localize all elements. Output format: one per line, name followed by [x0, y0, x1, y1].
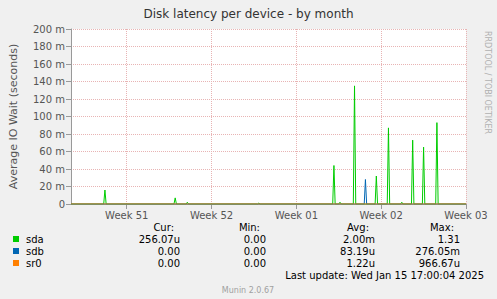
svg-text:200 m: 200 m	[33, 24, 65, 35]
svg-text:276.05m: 276.05m	[415, 246, 460, 257]
svg-text:20 m: 20 m	[39, 181, 65, 192]
svg-text:80 m: 80 m	[39, 129, 65, 140]
svg-text:sdb: sdb	[26, 246, 44, 257]
svg-text:0.00: 0.00	[158, 246, 180, 257]
svg-text:2.00m: 2.00m	[343, 234, 375, 245]
svg-text:sda: sda	[26, 234, 44, 245]
svg-text:Min:: Min:	[239, 222, 260, 233]
svg-text:Week 03: Week 03	[444, 210, 487, 221]
svg-text:256.07u: 256.07u	[139, 234, 180, 245]
svg-text:Max:: Max:	[430, 222, 454, 233]
svg-text:Avg:: Avg:	[347, 222, 369, 233]
svg-text:Munin 2.0.67: Munin 2.0.67	[222, 286, 274, 295]
svg-text:Week 52: Week 52	[190, 210, 233, 221]
svg-text:1.31: 1.31	[438, 234, 460, 245]
svg-text:0.00: 0.00	[244, 258, 266, 269]
svg-text:Average IO Wait (seconds): Average IO Wait (seconds)	[7, 44, 20, 189]
svg-text:RRDTOOL / TOBI OETIKER: RRDTOOL / TOBI OETIKER	[483, 31, 492, 134]
svg-text:Disk latency per device - by m: Disk latency per device - by month	[143, 7, 353, 21]
svg-text:Last update: Wed Jan 15 17:00:: Last update: Wed Jan 15 17:00:04 2025	[285, 270, 484, 281]
svg-text:Cur:: Cur:	[153, 222, 174, 233]
svg-text:160 m: 160 m	[33, 59, 65, 70]
svg-text:966.67u: 966.67u	[419, 258, 460, 269]
svg-text:120 m: 120 m	[33, 94, 65, 105]
svg-text:40 m: 40 m	[39, 164, 65, 175]
svg-text:Week 02: Week 02	[360, 210, 403, 221]
svg-text:Week 51: Week 51	[105, 210, 148, 221]
svg-text:140 m: 140 m	[33, 76, 65, 87]
svg-text:Week 01: Week 01	[275, 210, 318, 221]
svg-text:0: 0	[59, 199, 65, 210]
svg-text:180 m: 180 m	[33, 41, 65, 52]
svg-text:1.22u: 1.22u	[346, 258, 375, 269]
svg-text:0.00: 0.00	[244, 234, 266, 245]
svg-text:0.00: 0.00	[244, 246, 266, 257]
svg-text:100 m: 100 m	[33, 111, 65, 122]
svg-text:sr0: sr0	[26, 258, 42, 269]
svg-text:60 m: 60 m	[39, 146, 65, 157]
svg-text:83.19u: 83.19u	[340, 246, 375, 257]
svg-text:0.00: 0.00	[158, 258, 180, 269]
